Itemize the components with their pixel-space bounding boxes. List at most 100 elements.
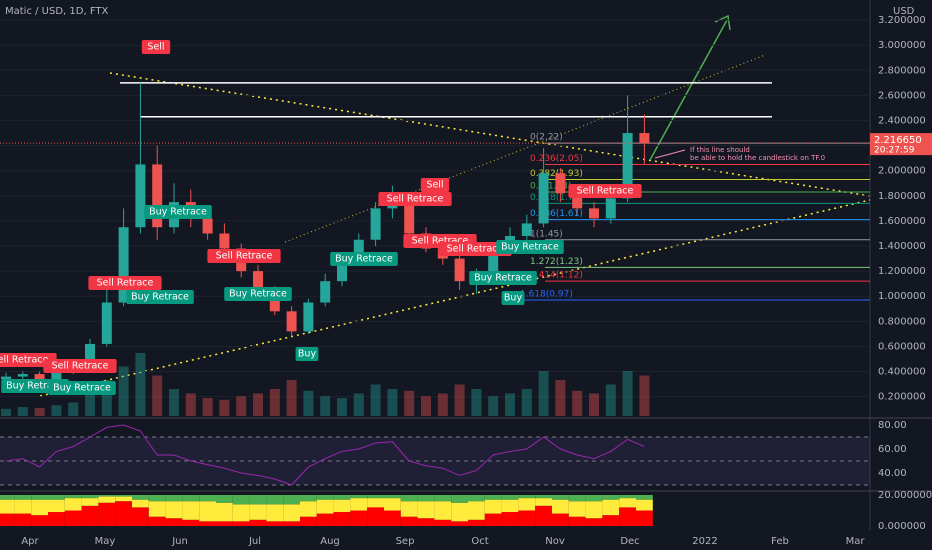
- osc-bar: [48, 495, 65, 500]
- volume-bar: [101, 380, 112, 416]
- volume-bar: [185, 393, 196, 416]
- osc-bar: [535, 498, 552, 506]
- volume-bar: [219, 399, 230, 416]
- osc-bar: [232, 504, 250, 522]
- osc-bar: [568, 495, 586, 502]
- osc-bar: [98, 496, 116, 503]
- osc-bar: [0, 513, 15, 526]
- osc-bar: [535, 495, 552, 499]
- signal-label: Buy Retrace: [131, 292, 189, 303]
- osc-bar: [48, 499, 65, 513]
- volume-bar: [34, 407, 45, 416]
- volume-bar: [370, 384, 381, 416]
- signal-label: Sell Retrace: [0, 355, 49, 366]
- osc-bar: [501, 512, 519, 526]
- x-tick-label: Mar: [846, 536, 866, 547]
- osc-bar: [636, 495, 653, 500]
- osc-bar: [451, 495, 468, 503]
- y-tick-label: 2.000000: [878, 166, 926, 177]
- osc-bar: [636, 510, 653, 526]
- osc-bar: [367, 495, 384, 499]
- osc-bar: [283, 521, 300, 526]
- candle-body: [135, 164, 146, 228]
- fib-label: 1.272(1.23): [530, 257, 583, 267]
- osc-bar: [518, 498, 536, 511]
- volume-bar: [169, 389, 179, 416]
- y-tick-label: 2.400000: [878, 116, 926, 127]
- volume-bar: [68, 402, 79, 416]
- osc-bar: [115, 501, 132, 526]
- candle-body: [1, 376, 11, 380]
- y-tick-label: 1.800000: [878, 191, 926, 202]
- candle-body: [320, 281, 331, 303]
- volume-bar: [488, 396, 499, 416]
- osc-bar: [535, 505, 552, 526]
- volume-bar: [17, 407, 28, 416]
- volume-bar: [538, 371, 549, 416]
- signal-box: [496, 240, 564, 254]
- x-tick-label: Sep: [396, 536, 415, 547]
- osc-bar: [14, 495, 32, 500]
- signal-box: [501, 291, 525, 305]
- volume-bar: [286, 380, 297, 416]
- x-tick-label: Jul: [248, 536, 261, 547]
- osc-bar: [636, 499, 653, 511]
- y-tick-label: 3.200000: [878, 15, 926, 26]
- osc-bar: [300, 501, 317, 517]
- osc-bar: [0, 499, 15, 514]
- candle-body: [572, 193, 583, 209]
- volume-bar: [521, 389, 532, 416]
- candle-body: [555, 173, 566, 194]
- candle-body: [521, 223, 532, 236]
- signal-label: Buy Retrace: [335, 254, 393, 265]
- candle-body: [404, 195, 415, 234]
- osc-bar: [619, 498, 636, 508]
- osc-bar: [384, 510, 401, 526]
- osc-bar: [165, 518, 183, 526]
- osc-bar: [350, 498, 368, 511]
- fib-label: 1(1.45): [530, 229, 563, 239]
- osc-tick-label: 20.000000: [878, 490, 932, 501]
- candle-body: [622, 133, 633, 199]
- osc-bar: [367, 507, 384, 526]
- fib-label: 0.5(1.83): [530, 182, 571, 192]
- x-tick-label: May: [95, 536, 116, 547]
- osc-bar: [602, 499, 620, 516]
- candle-body: [51, 371, 62, 380]
- osc-bar: [148, 501, 166, 517]
- osc-bar: [434, 501, 452, 520]
- osc-bar: [249, 504, 267, 520]
- candle-body: [337, 258, 347, 282]
- x-tick-label: Feb: [771, 536, 789, 547]
- osc-bar: [81, 495, 99, 499]
- signal-box: [420, 178, 450, 192]
- volume-bar: [421, 396, 431, 416]
- volume-bar: [51, 405, 62, 416]
- y-tick-label: 2.600000: [878, 90, 926, 101]
- signal-box: [568, 184, 642, 198]
- candle-body: [85, 343, 95, 366]
- osc-bar: [31, 495, 48, 500]
- currency: USD: [893, 6, 915, 17]
- osc-bar: [602, 495, 620, 500]
- volume-bar: [253, 393, 263, 416]
- signal-label: Sell: [426, 180, 443, 191]
- candle-body: [605, 198, 616, 219]
- osc-bar: [182, 495, 200, 502]
- y-tick-label: 0.800000: [878, 316, 926, 327]
- osc-bar: [568, 501, 586, 517]
- signal-label: Sell Retrace: [52, 361, 109, 372]
- osc-bar: [619, 507, 636, 526]
- osc-bar: [400, 501, 418, 517]
- osc-bar: [451, 502, 468, 522]
- osc-bar: [81, 505, 99, 526]
- osc-bar: [333, 499, 351, 513]
- candle-body: [118, 227, 129, 303]
- signal-label: Sell Retrace: [577, 186, 634, 197]
- osc-bar: [115, 496, 132, 502]
- osc-bar: [585, 518, 603, 526]
- signal-label: Buy Retrace: [474, 273, 532, 284]
- volume-bar: [437, 393, 448, 416]
- volume-bar: [118, 366, 129, 416]
